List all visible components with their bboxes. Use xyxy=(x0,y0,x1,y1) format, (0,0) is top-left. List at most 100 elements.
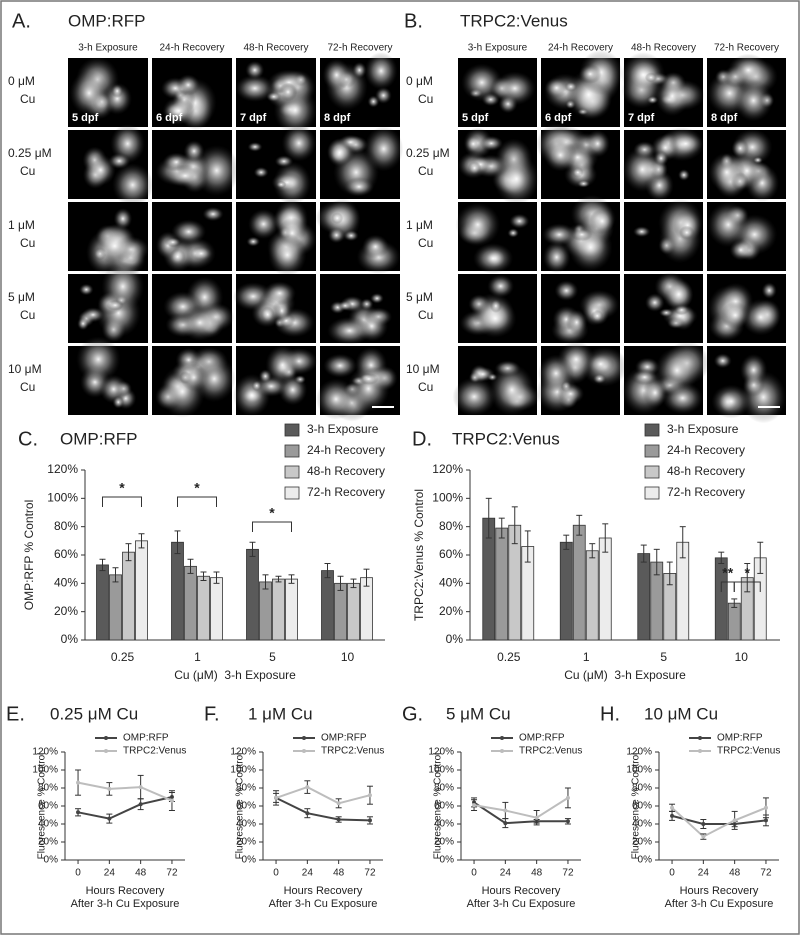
dpf-label: 6 dpf xyxy=(545,112,572,124)
y-tick-label: 120% xyxy=(230,747,256,758)
fluorescence-blob xyxy=(193,355,236,403)
data-point xyxy=(763,805,768,810)
y-tick-label: 100% xyxy=(428,765,454,776)
legend-label: OMP:RFP xyxy=(519,733,565,744)
fluorescence-blob xyxy=(361,234,389,259)
fluorescence-blob xyxy=(455,202,501,247)
legend-label: TRPC2:Venus xyxy=(123,746,186,757)
fluorescence-blob xyxy=(77,316,90,331)
column-header: 48-h Recovery xyxy=(631,43,696,54)
dpf-label: 8 dpf xyxy=(711,112,738,124)
series-line xyxy=(275,797,370,822)
fluorescence-blob xyxy=(713,353,732,369)
data-point xyxy=(336,817,341,822)
y-tick-label: 120% xyxy=(47,462,78,476)
x-axis-label: Cu (μM) 3-h Exposure xyxy=(564,668,686,682)
fluorescence-blob xyxy=(655,347,699,394)
fluorescence-blob xyxy=(590,309,604,322)
panel-letter: A. xyxy=(12,10,31,32)
x-tick-label: 48 xyxy=(135,868,147,879)
panel-letter: F. xyxy=(204,703,220,725)
panel-letter: C. xyxy=(18,428,38,450)
legend-label: OMP:RFP xyxy=(123,733,169,744)
fluorescence-blob xyxy=(69,70,109,116)
fluorescence-blob xyxy=(678,169,690,181)
x-tick-label: 0 xyxy=(273,868,279,879)
legend-label: TRPC2:Venus xyxy=(321,746,384,757)
column-header: 72-h Recovery xyxy=(327,43,392,54)
fluorescence-blob xyxy=(370,293,384,304)
panel-letter: B. xyxy=(404,10,423,32)
data-point xyxy=(138,785,143,790)
x-tick-label: 24 xyxy=(104,868,116,879)
y-tick-label: 120% xyxy=(432,462,463,476)
legend-marker xyxy=(698,736,702,740)
fluorescence-blob xyxy=(337,300,353,311)
fluorescence-blob xyxy=(108,153,131,169)
fluorescence-blob xyxy=(79,283,94,296)
fluorescence-blob xyxy=(557,383,585,405)
fluorescence-blob xyxy=(544,77,569,99)
series-line xyxy=(275,786,371,805)
fluorescence-blob xyxy=(327,138,353,167)
data-point xyxy=(565,819,570,824)
y-tick-label: 20% xyxy=(54,604,78,618)
legend-marker xyxy=(104,736,108,740)
fluorescence-blob xyxy=(578,64,602,84)
row-label: 5 μM xyxy=(406,290,433,304)
significance-label: * xyxy=(745,565,751,581)
chart-title: OMP:RFP xyxy=(60,429,137,448)
x-axis-label: Cu (μM) 3-h Exposure xyxy=(174,668,296,682)
data-point xyxy=(367,793,372,798)
series-line xyxy=(671,806,767,838)
fluorescence-blob xyxy=(276,180,287,189)
fluorescence-blob xyxy=(565,309,588,336)
x-tick-label: 24 xyxy=(698,868,710,879)
row-label: 0.25 μM xyxy=(406,146,450,160)
fluorescence-blob xyxy=(642,377,668,408)
fluorescence-blob xyxy=(734,79,773,122)
fluorescence-blob xyxy=(166,164,204,188)
fluorescence-blob xyxy=(489,364,535,416)
row-label: Cu xyxy=(20,236,35,250)
fluorescence-blob xyxy=(202,206,224,222)
legend-label: OMP:RFP xyxy=(717,733,763,744)
fluorescence-blob xyxy=(106,299,124,311)
legend-marker xyxy=(302,736,306,740)
significance-label: * xyxy=(194,480,200,496)
panel-title: OMP:RFP xyxy=(68,11,145,30)
y-tick-label: 120% xyxy=(626,747,652,758)
fluorescence-blob xyxy=(375,86,392,104)
legend-swatch xyxy=(284,486,300,500)
bar xyxy=(246,548,259,641)
row-label: 10 μM xyxy=(406,362,440,376)
fluorescence-blob xyxy=(577,179,591,188)
x-tick-label: 10 xyxy=(341,650,355,664)
bar xyxy=(184,565,197,641)
fluorescence-blob xyxy=(659,308,674,318)
y-tick-label: 80% xyxy=(236,783,256,794)
data-point xyxy=(336,801,341,806)
series-line xyxy=(77,781,173,802)
significance-label: * xyxy=(269,505,275,521)
row-label: Cu xyxy=(418,164,433,178)
fluorescence-blob xyxy=(622,146,663,192)
chart-title: 1 μM Cu xyxy=(248,704,313,723)
column-header: 72-h Recovery xyxy=(714,43,779,54)
dpf-label: 6 dpf xyxy=(156,112,183,124)
y-tick-label: 60% xyxy=(54,547,78,561)
bar xyxy=(96,564,109,641)
fluorescence-blob xyxy=(645,293,665,312)
x-tick-label: 5 xyxy=(269,650,276,664)
fluorescence-blob xyxy=(364,52,398,90)
data-point xyxy=(76,780,81,785)
fluorescence-blob xyxy=(367,95,380,108)
fluorescence-blob xyxy=(247,142,263,152)
data-point xyxy=(534,815,539,820)
x-tick-label: 24 xyxy=(302,868,314,879)
fluorescence-blob xyxy=(102,82,132,115)
data-point xyxy=(169,798,174,803)
significance-bracket xyxy=(177,496,217,507)
fluorescence-blob xyxy=(265,345,300,385)
x-tick-label: 0 xyxy=(471,868,477,879)
